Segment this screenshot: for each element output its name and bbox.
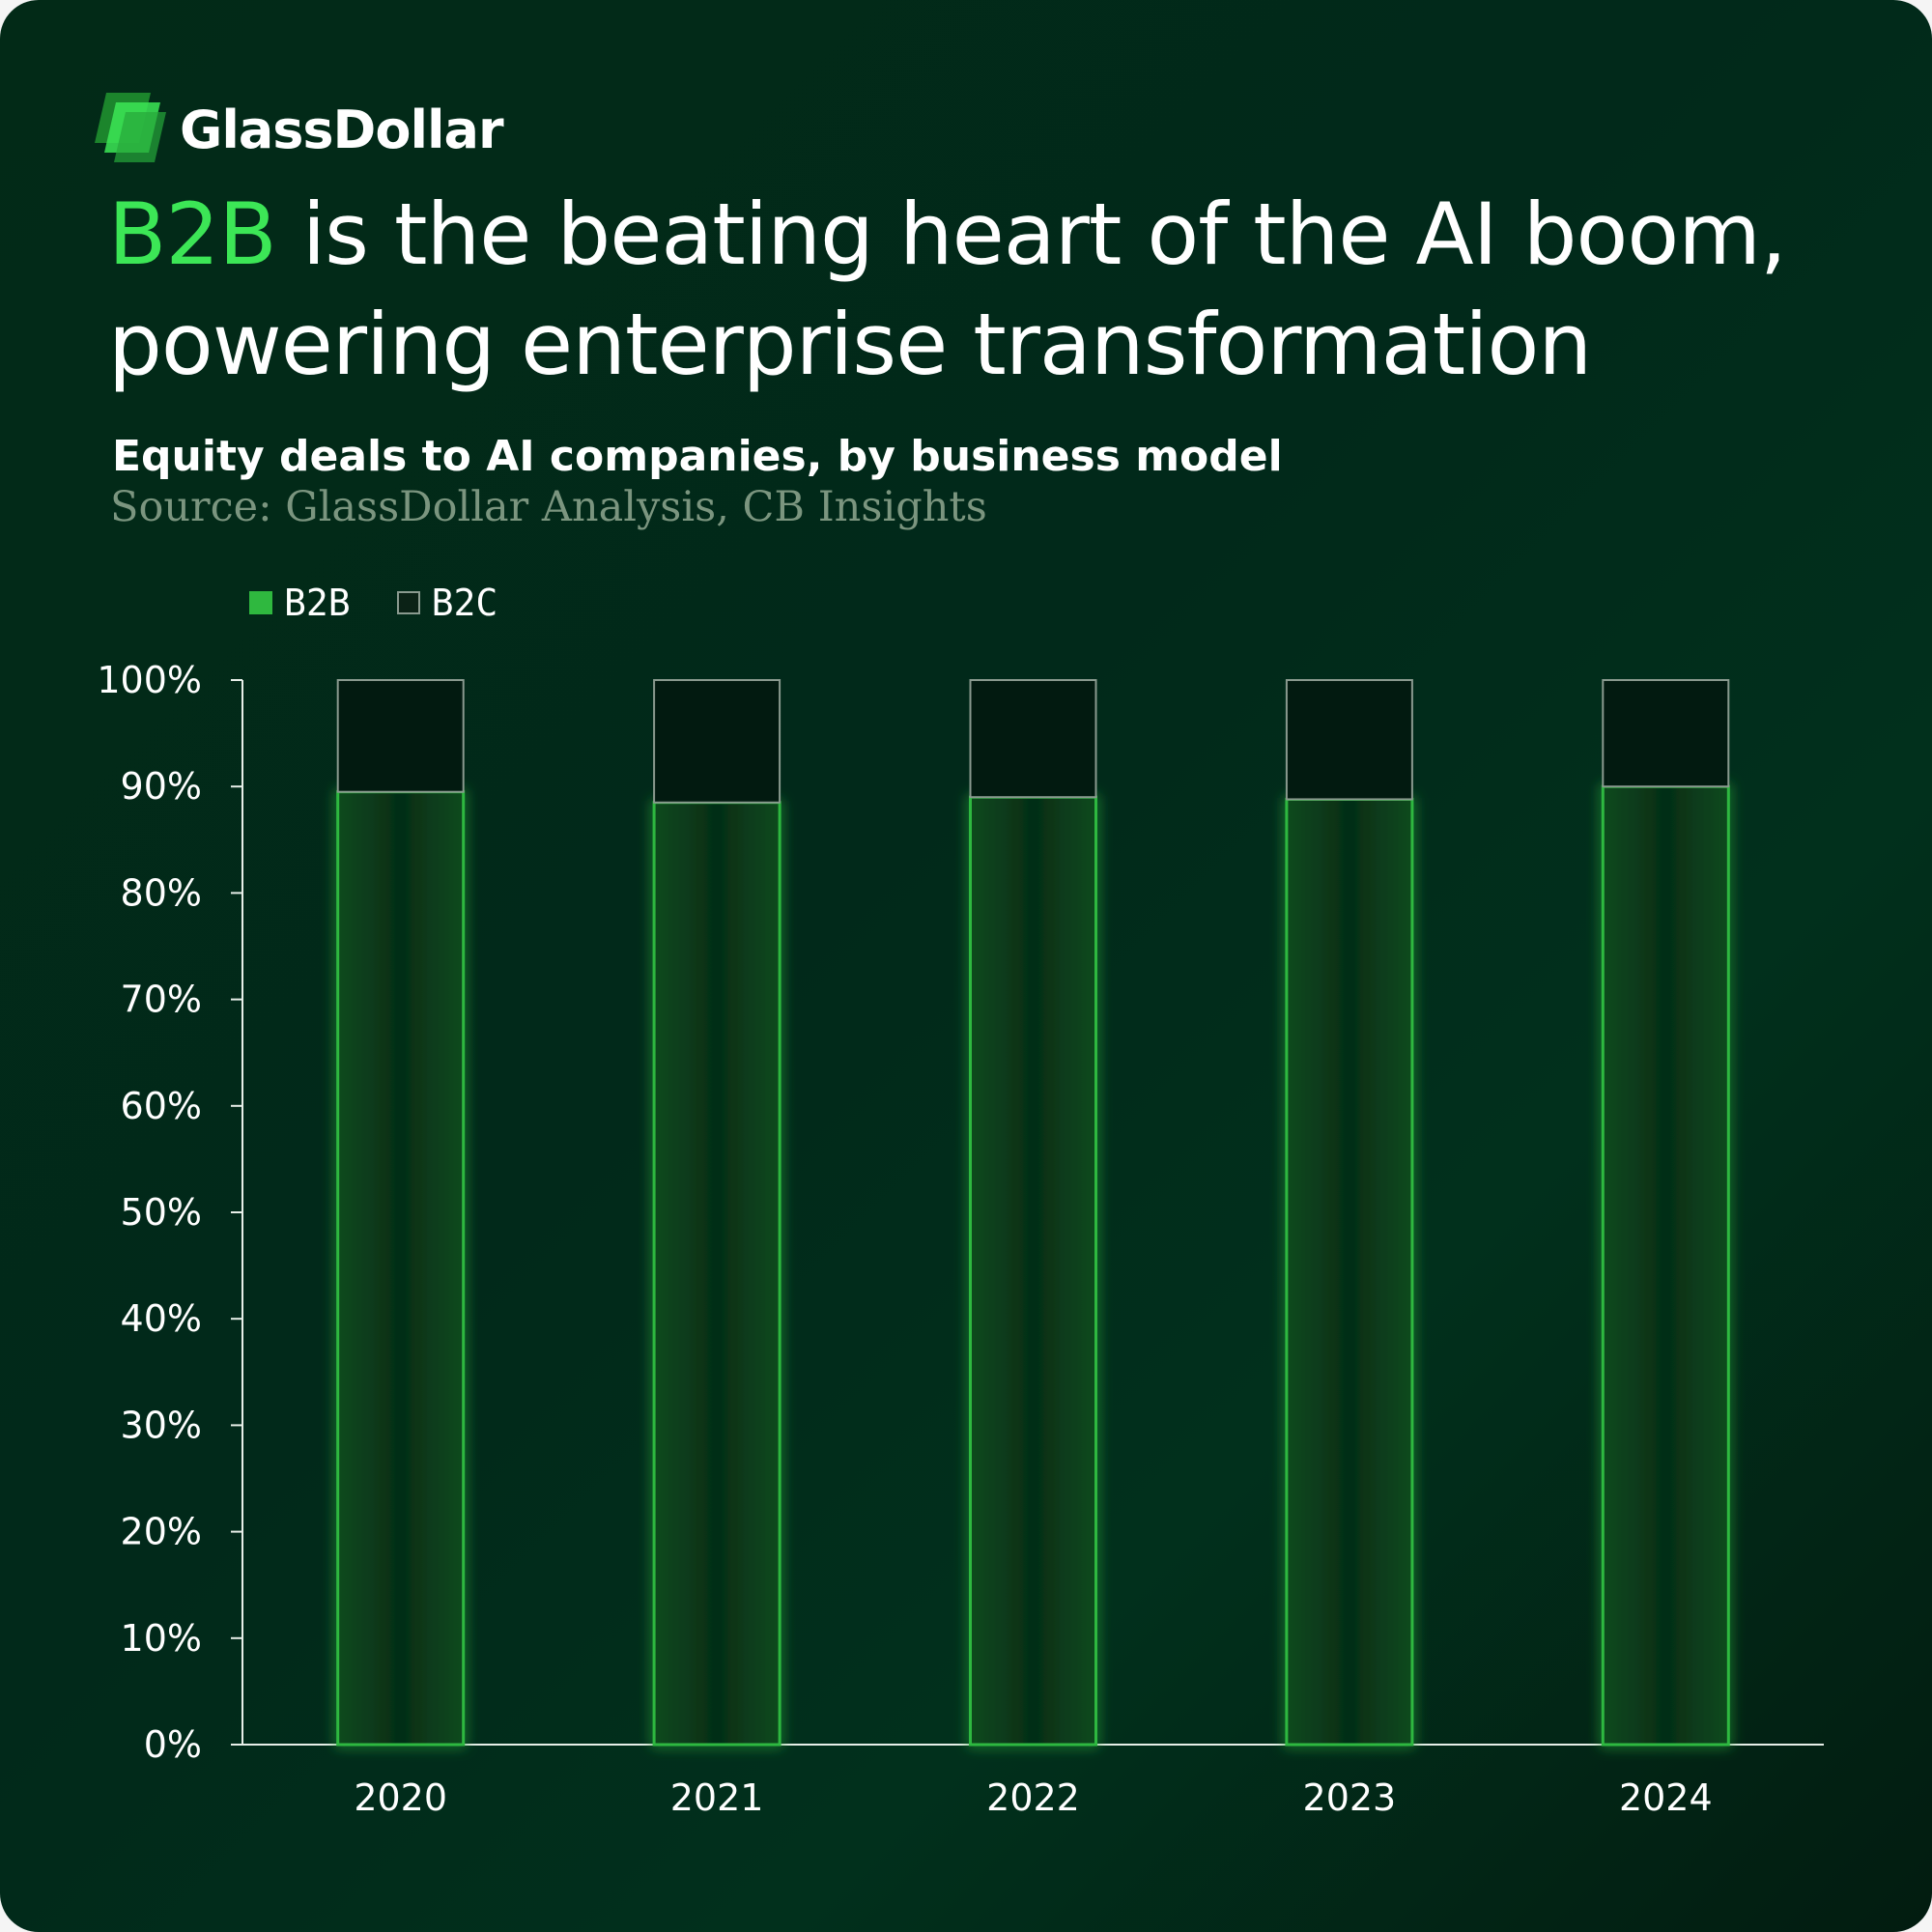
bar-b2c: [1285, 679, 1413, 801]
bar-b2b: [1601, 784, 1730, 1747]
headline: B2B is the beating heart of the AI boom,…: [108, 180, 1866, 400]
bar-b2b: [336, 790, 466, 1747]
bar-b2c: [969, 679, 1097, 799]
legend-swatch-b2c: [396, 591, 420, 614]
legend-item-b2b: B2B: [249, 582, 351, 624]
headline-rest: is the beating heart of the AI boom, pow…: [108, 185, 1787, 394]
y-tick-label: 10%: [121, 1617, 202, 1660]
y-tick-label: 0%: [144, 1723, 202, 1766]
bar-b2b: [1285, 797, 1414, 1747]
legend-swatch-b2b: [249, 591, 272, 614]
glassdollar-logo-icon: [95, 93, 166, 162]
headline-highlight: B2B: [108, 185, 277, 284]
y-tick-label: 100%: [97, 659, 202, 701]
y-tick-label: 60%: [121, 1085, 202, 1127]
y-tick-label: 40%: [121, 1297, 202, 1340]
legend-label-b2c: B2C: [431, 582, 498, 624]
y-tick-label: 90%: [121, 765, 202, 808]
legend-item-b2c: B2C: [396, 582, 498, 624]
y-tick-label: 20%: [121, 1511, 202, 1553]
chart-source: Source: GlassDollar Analysis, CB Insight…: [110, 483, 987, 531]
bar-b2c: [336, 679, 465, 793]
bar-b2c: [1602, 679, 1730, 788]
y-tick-label: 50%: [121, 1191, 202, 1234]
bar-b2b: [969, 795, 1097, 1747]
bar-b2c: [653, 679, 781, 804]
y-tick-label: 80%: [121, 871, 202, 914]
x-tick-label: 2020: [354, 1776, 447, 1819]
x-tick-label: 2022: [986, 1776, 1080, 1819]
x-tick-label: 2021: [670, 1776, 764, 1819]
legend-label-b2b: B2B: [284, 582, 351, 624]
bar-b2b: [652, 801, 781, 1747]
x-tick-label: 2024: [1619, 1776, 1713, 1819]
y-tick-label: 30%: [121, 1404, 202, 1446]
chart-legend: B2B B2C: [249, 580, 544, 626]
y-tick-label: 70%: [121, 979, 202, 1021]
chart-subtitle: Equity deals to AI companies, by busines…: [112, 432, 1283, 481]
brand-name: GlassDollar: [180, 99, 504, 160]
x-tick-label: 2023: [1303, 1776, 1397, 1819]
